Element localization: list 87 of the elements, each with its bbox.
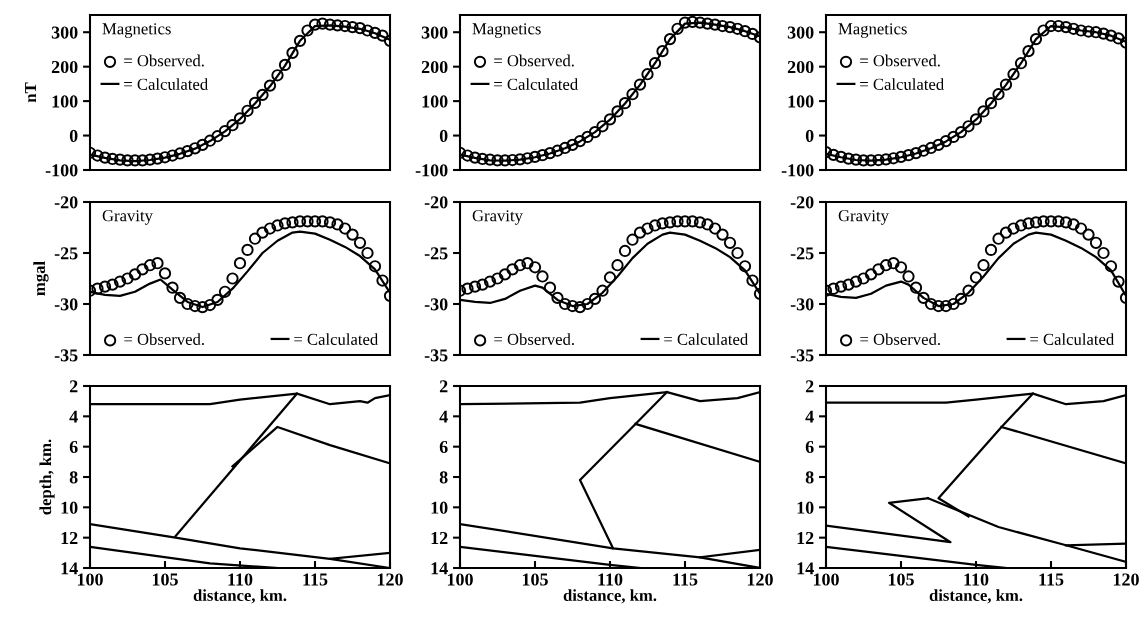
y-tick-label: -25 [424, 247, 448, 260]
x-tick-label: 120 [377, 573, 403, 586]
y-tick-label: -100 [415, 164, 448, 177]
y-tick-label: 100 [788, 95, 814, 108]
y-tick-label: 12 [797, 531, 814, 544]
legend-label: = Calculated [124, 78, 208, 90]
y-tick-label: 14 [431, 562, 448, 575]
y-tick-label: 2 [439, 380, 448, 393]
chart-title: Magnetics [102, 23, 171, 38]
y-tick-label: -35 [424, 349, 448, 362]
legend-label: = Calculated [294, 333, 379, 345]
x-axis-title: distance, km. [193, 589, 287, 604]
y-tick-label: 0 [805, 129, 814, 142]
y-tick-label: 8 [69, 471, 78, 484]
legend-label: = Observed. [494, 333, 574, 346]
y-tick-label: 6 [69, 440, 78, 454]
x-tick-label: 115 [303, 573, 328, 586]
y-tick-label: -20 [424, 196, 448, 209]
y-tick-label: 8 [439, 471, 448, 484]
y-tick-label: -20 [790, 196, 814, 209]
y-tick-label: -20 [54, 196, 78, 209]
y-tick-label: 14 [797, 562, 814, 575]
y-tick-label: 14 [61, 562, 78, 575]
y-tick-label: 10 [61, 501, 78, 514]
x-tick-label: 110 [598, 573, 623, 586]
x-tick-label: 100 [447, 573, 473, 586]
legend-label: = Calculated [494, 78, 578, 90]
y-tick-label: 12 [61, 531, 78, 544]
y-tick-label: 100 [422, 95, 448, 108]
x-tick-label: 100 [77, 573, 103, 586]
x-tick-label: 105 [152, 573, 178, 586]
y-tick-label: 10 [431, 501, 448, 514]
y-tick-label: 2 [69, 380, 78, 393]
y-tick-label: 10 [797, 501, 814, 514]
y-tick-label: -30 [54, 298, 78, 311]
y-tick-label: -35 [54, 349, 78, 362]
x-axis-title: distance, km. [929, 589, 1023, 604]
y-tick-label: 200 [421, 60, 448, 74]
y-tick-label: 6 [439, 440, 448, 454]
y-tick-label: -100 [781, 164, 814, 177]
y-tick-label: -25 [54, 247, 78, 260]
legend-label: = Observed. [124, 54, 204, 67]
y-tick-label: -100 [45, 164, 78, 177]
chart-title: Magnetics [472, 23, 541, 38]
y-tick-label: 300 [787, 26, 814, 39]
x-tick-label: 105 [888, 573, 914, 586]
y-tick-label: 200 [787, 60, 814, 74]
y-tick-label: 12 [431, 531, 448, 544]
x-tick-label: 120 [747, 573, 773, 586]
y-tick-label: 200 [51, 60, 78, 74]
x-tick-label: 115 [673, 573, 698, 586]
y-tick-label: 100 [52, 95, 78, 108]
legend-label: = Calculated [860, 78, 944, 90]
y-tick-label: -30 [424, 298, 448, 311]
chart-title: Gravity [838, 210, 889, 225]
x-axis-title: distance, km. [563, 589, 657, 604]
y-tick-label: -25 [790, 247, 814, 260]
x-tick-label: 120 [1113, 573, 1139, 586]
y-tick-label: 4 [69, 410, 78, 423]
x-tick-label: 115 [1039, 573, 1064, 586]
y-tick-label: 0 [69, 129, 78, 142]
x-tick-label: 110 [964, 573, 989, 586]
y-tick-label: 4 [805, 410, 814, 423]
legend-label: = Calculated [1030, 333, 1115, 345]
y-axis-title: mgal [33, 261, 49, 296]
chart-title: Gravity [102, 210, 153, 225]
chart-title: Magnetics [838, 23, 907, 38]
y-tick-label: 300 [51, 26, 78, 39]
y-tick-label: 0 [439, 129, 448, 142]
x-tick-label: 100 [813, 573, 839, 586]
legend-label: = Calculated [664, 333, 749, 345]
y-tick-label: 6 [805, 440, 814, 454]
legend-label: = Observed. [860, 54, 940, 67]
y-tick-label: 2 [805, 380, 814, 393]
y-axis-title: nT [25, 82, 36, 103]
x-tick-label: 105 [522, 573, 548, 586]
y-tick-label: 4 [439, 410, 448, 423]
legend-label: = Observed. [860, 333, 940, 346]
y-tick-label: 300 [421, 26, 448, 39]
y-tick-label: 8 [805, 471, 814, 484]
y-tick-label: -30 [790, 298, 814, 311]
x-tick-label: 110 [228, 573, 253, 586]
chart-title: Gravity [472, 210, 523, 225]
y-axis-title: depth, km. [39, 439, 55, 515]
y-tick-label: -35 [790, 349, 814, 362]
legend-label: = Observed. [124, 333, 204, 346]
legend-label: = Observed. [494, 54, 574, 67]
